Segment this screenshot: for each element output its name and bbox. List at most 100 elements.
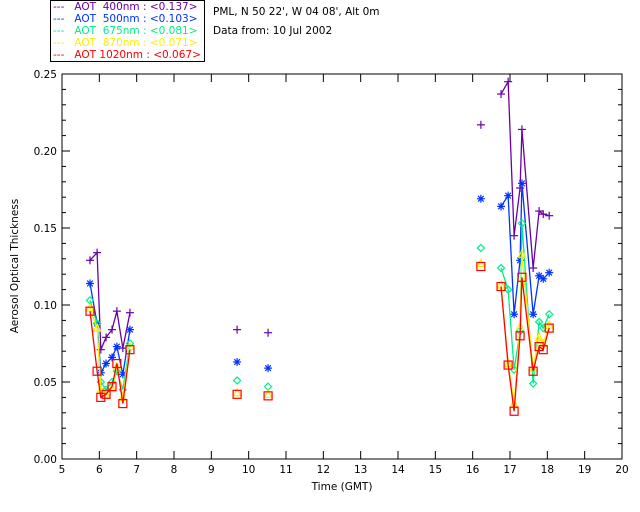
data-point-triangle [92, 322, 102, 332]
data-point-asterisk [264, 364, 273, 373]
data-point-square [118, 398, 128, 409]
data-point-square [101, 389, 111, 399]
data-point-asterisk [102, 359, 111, 368]
x-tick-label: 9 [208, 464, 215, 476]
data-point-asterisk [510, 310, 519, 319]
y-tick-label: 0.10 [34, 300, 57, 312]
series-line-0 [500, 79, 550, 269]
x-tick-label: 16 [466, 464, 480, 476]
y-tick-label: 0.05 [34, 377, 57, 389]
y-tick-label: 0.25 [34, 69, 57, 81]
data-point-plus [510, 231, 519, 240]
x-tick-label: 5 [59, 464, 66, 476]
data-point-square [538, 345, 548, 355]
data-point-plus [86, 256, 94, 265]
y-tick-label: 0.15 [34, 223, 57, 235]
data-point-plus [93, 248, 102, 257]
x-tick-label: 6 [96, 464, 103, 476]
data-point-plus [529, 264, 538, 273]
x-tick-label: 7 [133, 464, 140, 476]
legend-line-icon: --- [53, 25, 65, 37]
data-point-square [528, 366, 538, 376]
data-point-square [85, 306, 95, 316]
x-tick-label: 18 [541, 464, 554, 476]
legend-line-icon: --- [53, 49, 65, 61]
legend-entry: --- AOT 500nm : <0.103> [53, 13, 198, 25]
data-point-plus [504, 77, 513, 86]
data-point-asterisk [517, 179, 526, 188]
data-point-diamond [517, 219, 527, 228]
data-point-square [107, 382, 117, 392]
data-point-diamond [528, 379, 538, 388]
data-point-diamond [232, 376, 242, 385]
data-point-square [496, 281, 506, 292]
data-point-triangle [232, 387, 242, 397]
data-point-diamond [534, 317, 544, 327]
data-point-asterisk [233, 357, 242, 366]
legend-entry: --- AOT 1020nm : <0.067> [53, 49, 201, 61]
data-point-asterisk [112, 342, 121, 351]
data-point-plus [497, 90, 506, 99]
x-tick-label: 11 [279, 464, 292, 476]
legend-entry: --- AOT 675nm : <0.081> [53, 25, 198, 37]
data-point-asterisk [497, 202, 506, 211]
data-point-plus [264, 328, 273, 337]
legend-line-icon: --- [53, 13, 65, 25]
x-tick-label: 15 [429, 464, 442, 476]
x-tick-label: 12 [317, 464, 330, 476]
data-point-plus [108, 325, 117, 334]
data-point-plus [125, 308, 134, 317]
legend: --- AOT 400nm : <0.137> --- AOT 500nm : <0.… [50, 0, 205, 62]
data-point-square [112, 358, 122, 369]
data-point-square [503, 360, 513, 370]
data-point-asterisk [545, 268, 554, 277]
legend-entry: --- AOT 870nm : <0.071> [53, 37, 198, 49]
data-point-plus [517, 125, 526, 134]
data-point-plus [102, 333, 111, 342]
series-line-0 [89, 251, 131, 350]
x-tick-label: 10 [242, 464, 255, 476]
x-tick-label: 20 [615, 464, 628, 476]
x-tick-label: 13 [354, 464, 367, 476]
data-point-diamond [476, 243, 486, 253]
legend-label: AOT 870nm : <0.071> [74, 37, 198, 49]
data-point-asterisk [539, 274, 548, 283]
data-point-triangle [534, 331, 544, 341]
data-point-asterisk [125, 325, 134, 334]
data-point-square [125, 345, 135, 355]
data-point-asterisk [108, 353, 117, 362]
x-tick-label: 19 [578, 464, 591, 476]
data-point-plus [476, 120, 485, 129]
data-point-asterisk [86, 279, 94, 288]
legend-entry: --- AOT 400nm : <0.137> [53, 1, 198, 13]
data-point-plus [545, 211, 554, 220]
y-axis-label: Aerosol Optical Thickness [9, 199, 21, 333]
data-point-triangle [263, 388, 273, 398]
x-axis-label: Time (GMT) [311, 481, 373, 493]
data-point-asterisk [476, 194, 485, 203]
x-tick-label: 17 [503, 464, 516, 476]
data-point-diamond [503, 285, 513, 294]
data-point-plus [233, 325, 242, 334]
data-point-square [263, 391, 273, 401]
data-point-square [92, 366, 102, 376]
series-line-4 [500, 277, 550, 412]
data-point-diamond [496, 263, 506, 273]
data-point-plus [535, 207, 544, 216]
legend-line-icon: --- [53, 1, 65, 13]
data-point-asterisk [535, 271, 544, 280]
plot-frame [61, 73, 623, 460]
data-point-plus [112, 307, 121, 316]
data-point-asterisk [504, 191, 513, 200]
y-tick-label: 0.00 [34, 454, 57, 466]
data-point-triangle [517, 248, 527, 258]
data-point-square [544, 323, 554, 333]
legend-label: AOT 675nm : <0.081> [74, 25, 198, 37]
legend-label: AOT 400nm : <0.137> [74, 1, 198, 13]
data-point-square [232, 389, 242, 399]
data-point-square [96, 392, 106, 402]
data-point-square [517, 272, 527, 282]
y-tick-label: 0.20 [34, 146, 57, 158]
data-point-asterisk [529, 310, 538, 319]
